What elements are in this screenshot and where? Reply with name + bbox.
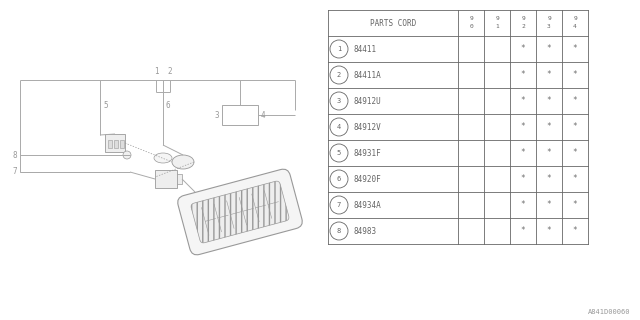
Text: 3: 3 — [337, 98, 341, 104]
Text: 6: 6 — [337, 176, 341, 182]
Text: 0: 0 — [469, 25, 473, 29]
Text: 4: 4 — [261, 110, 266, 119]
Text: 1: 1 — [337, 46, 341, 52]
Text: *: * — [573, 227, 577, 236]
Bar — [108, 140, 112, 148]
Text: 4: 4 — [573, 25, 577, 29]
Bar — [177, 174, 182, 184]
Text: *: * — [573, 174, 577, 183]
Text: 84920F: 84920F — [354, 174, 381, 183]
Bar — [105, 134, 125, 152]
Text: 9: 9 — [469, 17, 473, 21]
Text: 3: 3 — [214, 110, 219, 119]
Text: *: * — [547, 174, 551, 183]
Text: 84411A: 84411A — [354, 70, 381, 79]
Text: *: * — [521, 44, 525, 53]
Text: 9: 9 — [573, 17, 577, 21]
Text: 5: 5 — [337, 150, 341, 156]
Ellipse shape — [172, 155, 194, 169]
Text: 9: 9 — [547, 17, 551, 21]
Bar — [120, 140, 124, 148]
Bar — [114, 140, 118, 148]
Text: *: * — [547, 227, 551, 236]
Text: *: * — [521, 70, 525, 79]
Text: *: * — [547, 123, 551, 132]
Text: *: * — [547, 97, 551, 106]
Text: *: * — [547, 70, 551, 79]
Text: *: * — [521, 227, 525, 236]
Text: 4: 4 — [337, 124, 341, 130]
Text: *: * — [521, 148, 525, 157]
Text: 5: 5 — [103, 100, 108, 109]
Text: 6: 6 — [166, 100, 171, 109]
Text: 9: 9 — [495, 17, 499, 21]
Bar — [222, 105, 258, 125]
Text: 8: 8 — [12, 150, 17, 159]
Ellipse shape — [123, 151, 131, 159]
Text: PARTS CORD: PARTS CORD — [370, 19, 416, 28]
Text: *: * — [573, 148, 577, 157]
Ellipse shape — [154, 153, 172, 163]
Text: 2: 2 — [337, 72, 341, 78]
Text: *: * — [573, 97, 577, 106]
Text: *: * — [573, 201, 577, 210]
Text: 2: 2 — [521, 25, 525, 29]
FancyBboxPatch shape — [178, 169, 302, 255]
Text: *: * — [573, 123, 577, 132]
Text: 9: 9 — [521, 17, 525, 21]
Text: *: * — [573, 44, 577, 53]
Text: 84912U: 84912U — [354, 97, 381, 106]
Text: 84983: 84983 — [354, 227, 377, 236]
Text: *: * — [521, 97, 525, 106]
Text: *: * — [521, 174, 525, 183]
Text: *: * — [521, 201, 525, 210]
Text: *: * — [547, 44, 551, 53]
Text: A841D00060: A841D00060 — [588, 309, 630, 315]
Bar — [155, 170, 177, 188]
Text: 84912V: 84912V — [354, 123, 381, 132]
FancyBboxPatch shape — [191, 181, 289, 243]
Text: 84931F: 84931F — [354, 148, 381, 157]
Text: *: * — [573, 70, 577, 79]
Text: 3: 3 — [547, 25, 551, 29]
Text: 84411: 84411 — [354, 44, 377, 53]
Text: 1: 1 — [495, 25, 499, 29]
Text: *: * — [547, 201, 551, 210]
Text: *: * — [547, 148, 551, 157]
Text: 2: 2 — [168, 67, 172, 76]
Text: 84934A: 84934A — [354, 201, 381, 210]
Text: 1: 1 — [154, 67, 158, 76]
Text: 7: 7 — [12, 167, 17, 177]
Text: 8: 8 — [337, 228, 341, 234]
Text: 7: 7 — [337, 202, 341, 208]
Text: *: * — [521, 123, 525, 132]
